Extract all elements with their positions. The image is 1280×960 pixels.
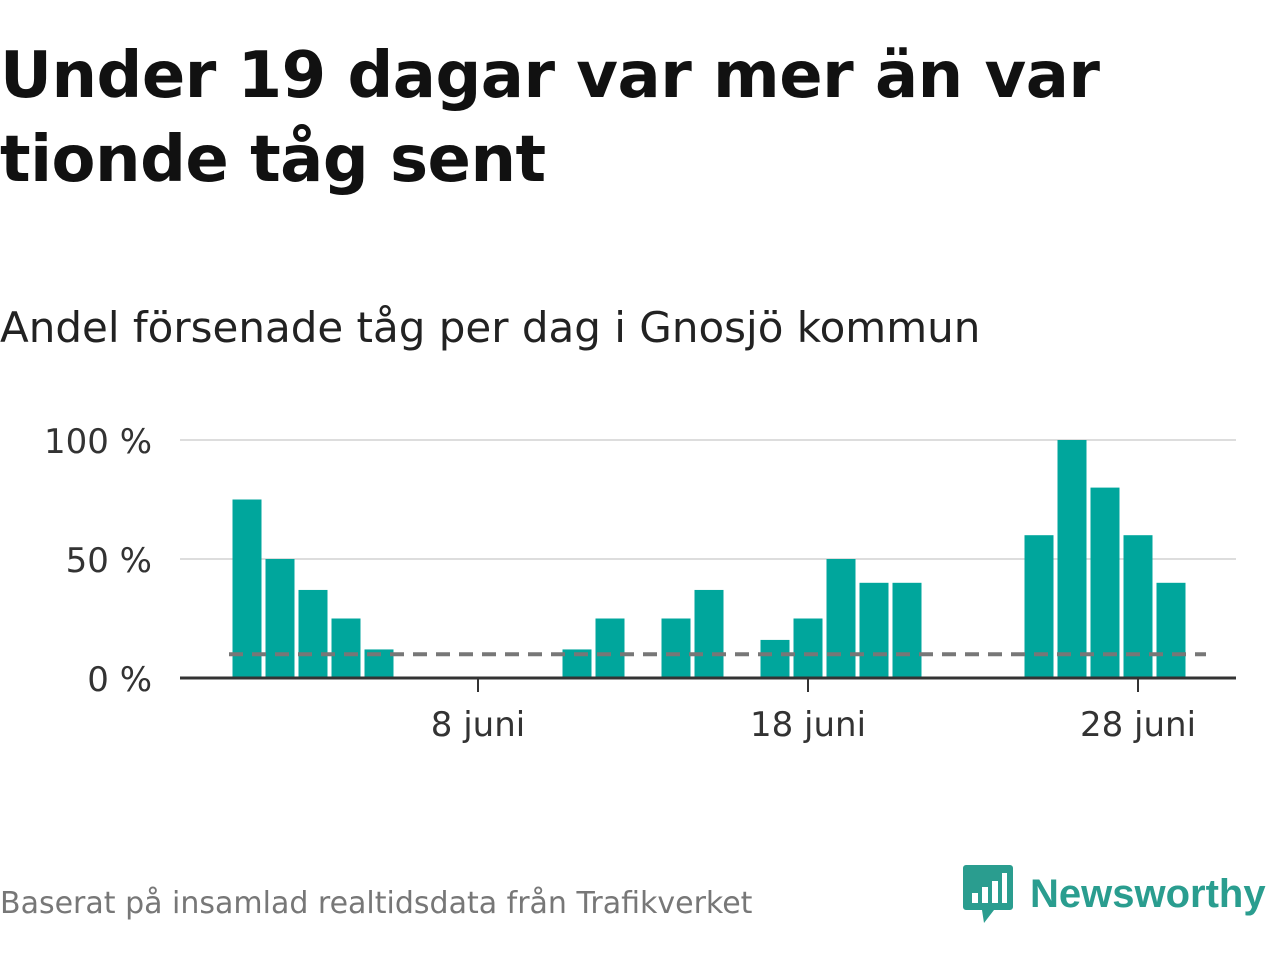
bar bbox=[298, 589, 328, 678]
brand-name: Newsworthy bbox=[1030, 871, 1266, 916]
bar bbox=[232, 499, 262, 678]
bar bbox=[661, 618, 691, 678]
source-note: Baserat på insamlad realtidsdata från Tr… bbox=[0, 886, 753, 921]
y-axis-labels: 0 % 50 % 100 % bbox=[44, 422, 152, 700]
bar bbox=[760, 639, 790, 678]
bar bbox=[1156, 582, 1186, 678]
x-tick-label: 8 juni bbox=[431, 705, 525, 745]
bar bbox=[694, 589, 724, 678]
y-tick-label: 0 % bbox=[87, 660, 152, 700]
bar bbox=[1090, 487, 1120, 678]
y-tick-label: 50 % bbox=[66, 541, 152, 581]
x-tick-label: 18 juni bbox=[750, 705, 866, 745]
bar bbox=[892, 582, 922, 678]
bar bbox=[859, 582, 889, 678]
chart-subtitle: Andel försenade tåg per dag i Gnosjö kom… bbox=[0, 303, 981, 352]
bars bbox=[232, 440, 1186, 678]
bar bbox=[265, 559, 295, 678]
bar bbox=[595, 618, 625, 678]
newsworthy-bar-chart-logo-icon bbox=[963, 865, 1013, 923]
y-tick-label: 100 % bbox=[44, 422, 152, 462]
bar-chart: 0 % 50 % 100 % 8 juni 18 juni 28 juni bbox=[44, 422, 1236, 745]
bar bbox=[793, 618, 823, 678]
bar bbox=[331, 618, 361, 678]
bar bbox=[1123, 535, 1153, 678]
bar bbox=[826, 559, 856, 678]
x-tick-label: 28 juni bbox=[1080, 705, 1196, 745]
bar bbox=[1024, 535, 1054, 678]
bar bbox=[1057, 440, 1087, 678]
x-axis-ticks: 8 juni 18 juni 28 juni bbox=[431, 678, 1196, 745]
brand-logo: Newsworthy bbox=[962, 862, 1266, 926]
chart-title: Under 19 dagar var mer än var tionde tåg… bbox=[0, 39, 1100, 197]
